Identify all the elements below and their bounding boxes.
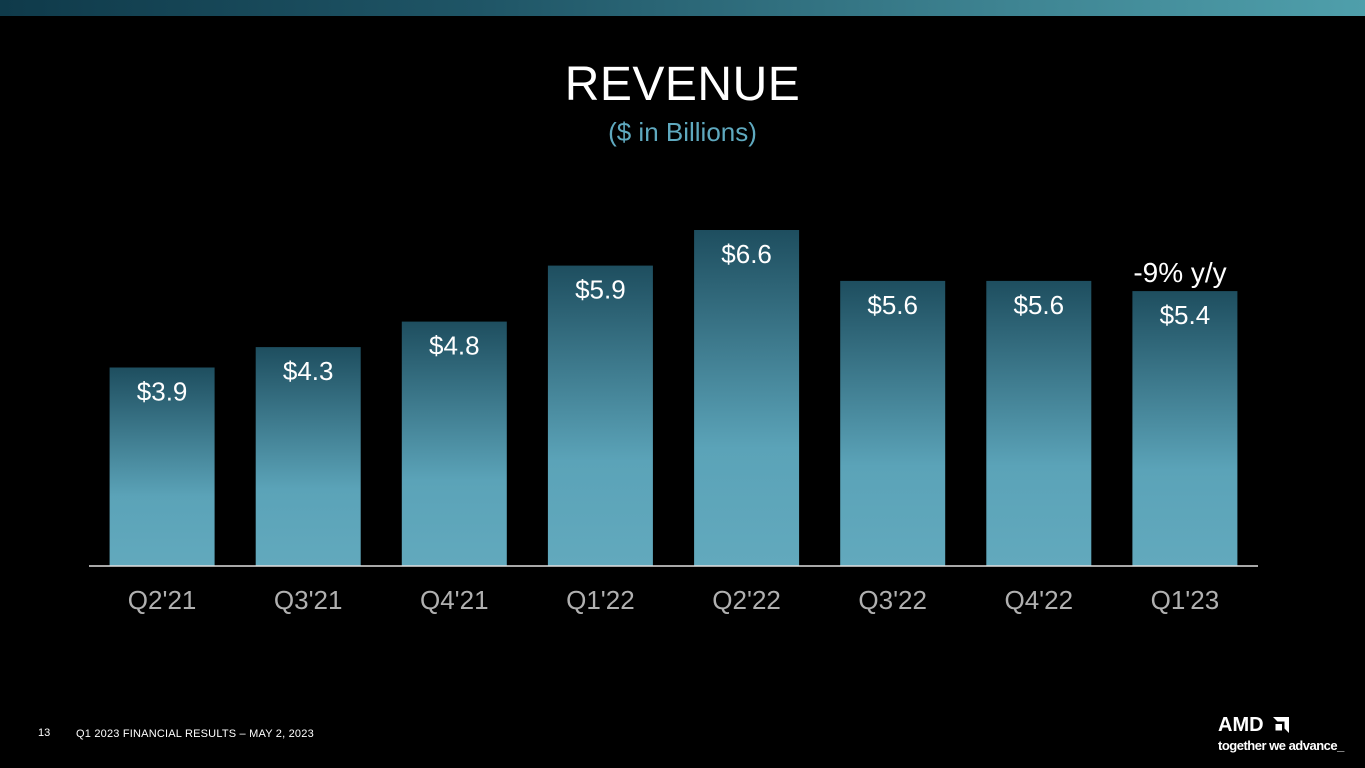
value-label-Q2'22: $6.6 (721, 239, 772, 269)
bar-Q3'21 (255, 347, 361, 566)
bar-Q1'22 (547, 265, 653, 566)
tick-label-Q3'22: Q3'22 (858, 585, 927, 615)
tick-label-Q4'22: Q4'22 (1005, 585, 1074, 615)
value-label-Q4'22: $5.6 (1013, 290, 1064, 320)
bar-Q2'22 (694, 230, 800, 566)
value-label-Q1'23: $5.4 (1160, 300, 1211, 330)
tick-label-Q2'21: Q2'21 (128, 585, 197, 615)
amd-tagline: together we advance_ (1218, 738, 1344, 753)
amd-arrow-icon (1273, 717, 1289, 733)
tick-label-Q2'22: Q2'22 (712, 585, 781, 615)
tick-label-Q1'22: Q1'22 (566, 585, 635, 615)
bar-Q4'22 (986, 280, 1092, 566)
bar-Q3'22 (840, 280, 946, 566)
page-number: 13 (38, 727, 51, 739)
amd-wordmark: AMD (1218, 714, 1264, 736)
yoy-change-annotation: -9% y/y (1133, 257, 1226, 288)
top-accent-bar (0, 0, 1365, 16)
tick-label-Q3'21: Q3'21 (274, 585, 343, 615)
value-label-Q2'21: $3.9 (137, 377, 188, 407)
chart-subtitle: ($ in Billions) (608, 117, 757, 147)
value-label-Q4'21: $4.8 (429, 331, 480, 361)
footer-text: Q1 2023 FINANCIAL RESULTS – MAY 2, 2023 (76, 728, 314, 740)
chart-title: REVENUE (564, 58, 801, 111)
tick-label-Q1'23: Q1'23 (1151, 585, 1220, 615)
value-label-Q3'21: $4.3 (283, 356, 334, 386)
amd-logo: AMD together we advance_ (1218, 713, 1358, 757)
tick-label-Q4'21: Q4'21 (420, 585, 489, 615)
bar-Q4'21 (401, 321, 507, 566)
bar-Q1'23 (1132, 291, 1238, 566)
value-label-Q3'22: $5.6 (867, 290, 918, 320)
bar-Q2'21 (109, 367, 215, 566)
value-label-Q1'22: $5.9 (575, 275, 626, 305)
